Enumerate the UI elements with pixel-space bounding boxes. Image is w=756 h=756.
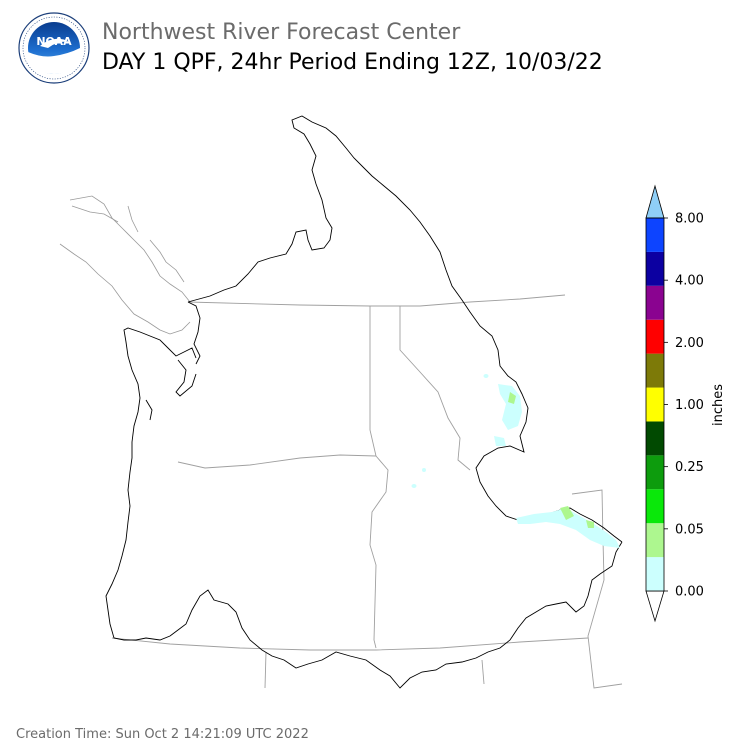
or-ca-line-south [264, 651, 267, 689]
political-boundaries [111, 294, 623, 689]
colorbar-cell [646, 319, 664, 354]
basin-outline [105, 115, 623, 689]
colorbar-cell [646, 218, 664, 252]
noaa-logo-icon: NOAA [18, 12, 90, 84]
colorbar-cell [646, 387, 664, 422]
org-title: Northwest River Forecast Center [102, 20, 461, 45]
coastline-gray [59, 195, 191, 335]
id-mt-border [399, 306, 471, 471]
colorbar-cell [646, 353, 664, 388]
colorbar-cell [646, 421, 664, 456]
colorbar-tick-label: 0.05 [675, 522, 704, 537]
colorbar-tick-label: 0.25 [675, 460, 704, 475]
colorbar-tick-label: 0.00 [675, 585, 704, 600]
noaa-logo-text: NOAA [36, 35, 72, 48]
id-nv-border [375, 637, 589, 651]
wy-line [571, 489, 623, 689]
colorbar-tick-label: 2.00 [675, 336, 704, 351]
colorbar-cells [645, 184, 665, 623]
colorbar-cell [646, 523, 664, 558]
or-ca-border [111, 637, 376, 651]
colorbar-cell [646, 251, 664, 286]
colorbar-ticks: 0.00 0.05 0.25 1.00 2.00 4.00 8.00 [664, 212, 704, 600]
creation-time: Creation Time: Sun Oct 2 14:21:09 UTC 20… [16, 727, 309, 742]
product-title: DAY 1 QPF, 24hr Period Ending 12Z, 10/03… [102, 50, 603, 75]
qpf-shading [411, 374, 620, 548]
or-id-border [369, 455, 389, 649]
colorbar-cell [646, 455, 664, 490]
wa-id-border [369, 306, 377, 457]
nv-ut-line [481, 659, 485, 685]
colorbar-unit-label: inches [711, 384, 726, 426]
colorbar-tick-label: 4.00 [675, 274, 704, 289]
colorbar-min-triangle [645, 590, 665, 623]
colorbar-max-triangle [645, 184, 665, 219]
colorbar-cell [646, 557, 664, 591]
wa-or-border [177, 454, 377, 469]
colorbar-tick-label: 8.00 [675, 212, 704, 227]
colorbar-tick-label: 1.00 [675, 398, 704, 413]
canada-us-border [187, 294, 566, 307]
colorbar-cell [646, 285, 664, 320]
colorbar-cell [646, 489, 664, 524]
qpf-shading-green [508, 392, 594, 528]
